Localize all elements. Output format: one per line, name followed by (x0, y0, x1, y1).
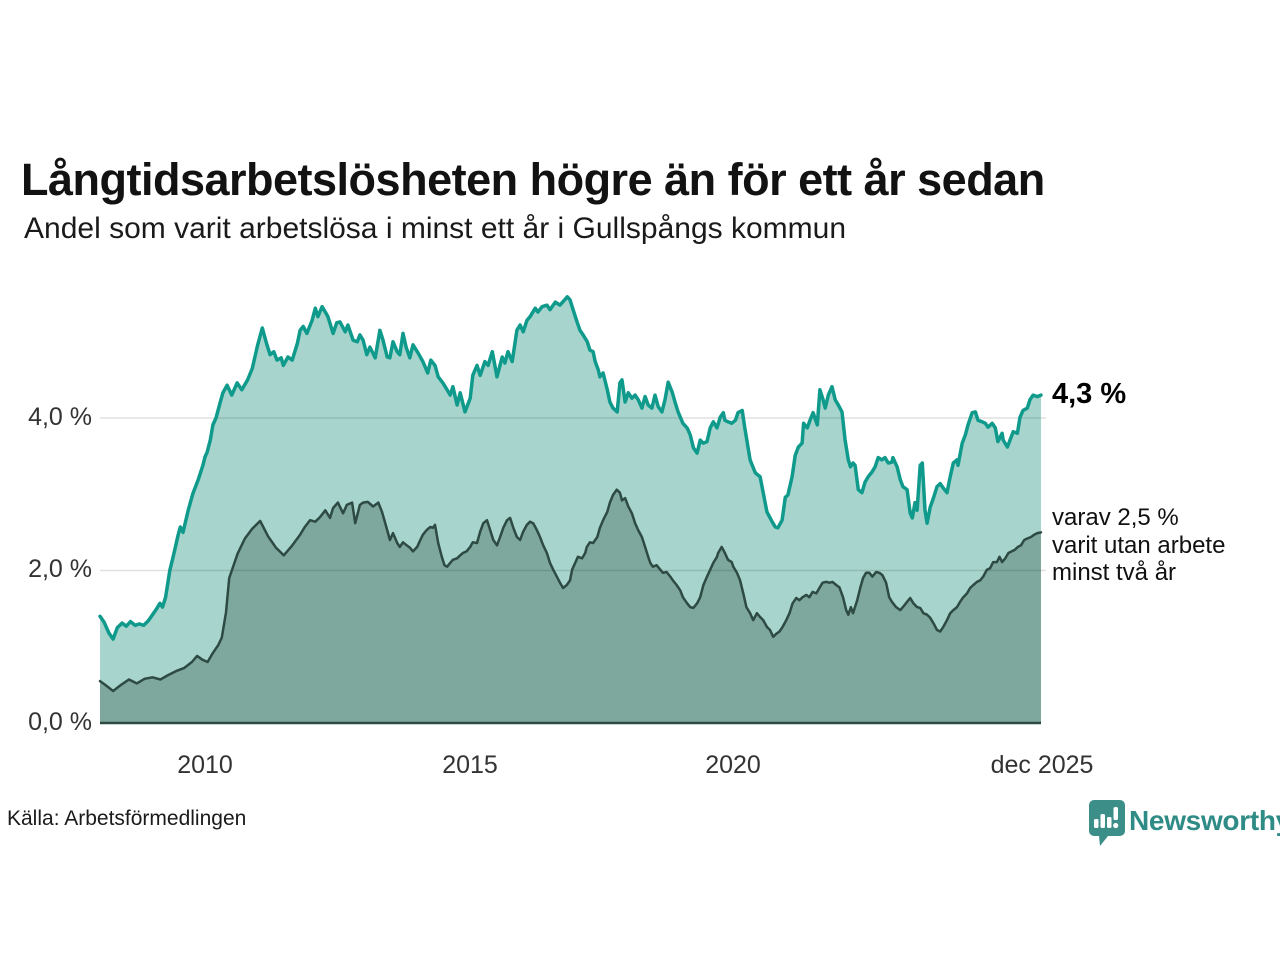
y-axis-tick-0: 0,0 % (28, 708, 92, 736)
page-title: Långtidsarbetslösheten högre än för ett … (21, 154, 1045, 206)
annotation-line: varit utan arbete (1052, 531, 1226, 559)
line-minst-tva-ar (98, 488, 1043, 693)
line-minst-ett-ar (98, 295, 1043, 641)
area-minst-tva-ar (100, 489, 1041, 723)
x-axis-tick-2020: 2020 (705, 751, 761, 779)
x-axis-tick-dec-2025: dec 2025 (990, 751, 1094, 779)
bar-chart-speech-bubble-icon (1089, 800, 1125, 846)
y-axis-tick-2: 2,0 % (28, 555, 92, 583)
annotation-line: varav 2,5 % (1052, 504, 1179, 531)
y-axis-tick-4: 4,0 % (28, 403, 92, 431)
annotation-line: minst två år (1052, 559, 1177, 586)
x-axis-tick-2015: 2015 (442, 751, 498, 779)
brand-name: Newsworthy (1129, 805, 1280, 836)
source-text: Källa: Arbetsförmedlingen (7, 807, 247, 830)
annotation-current-value: 4,3 % (1052, 378, 1127, 410)
annotation-two-year-value: varav 2,5 % varit utan arbete minst två … (1052, 504, 1225, 587)
chart-subtitle: Andel som varit arbetslösa i minst ett å… (24, 212, 846, 245)
x-axis-tick-2010: 2010 (177, 751, 233, 779)
